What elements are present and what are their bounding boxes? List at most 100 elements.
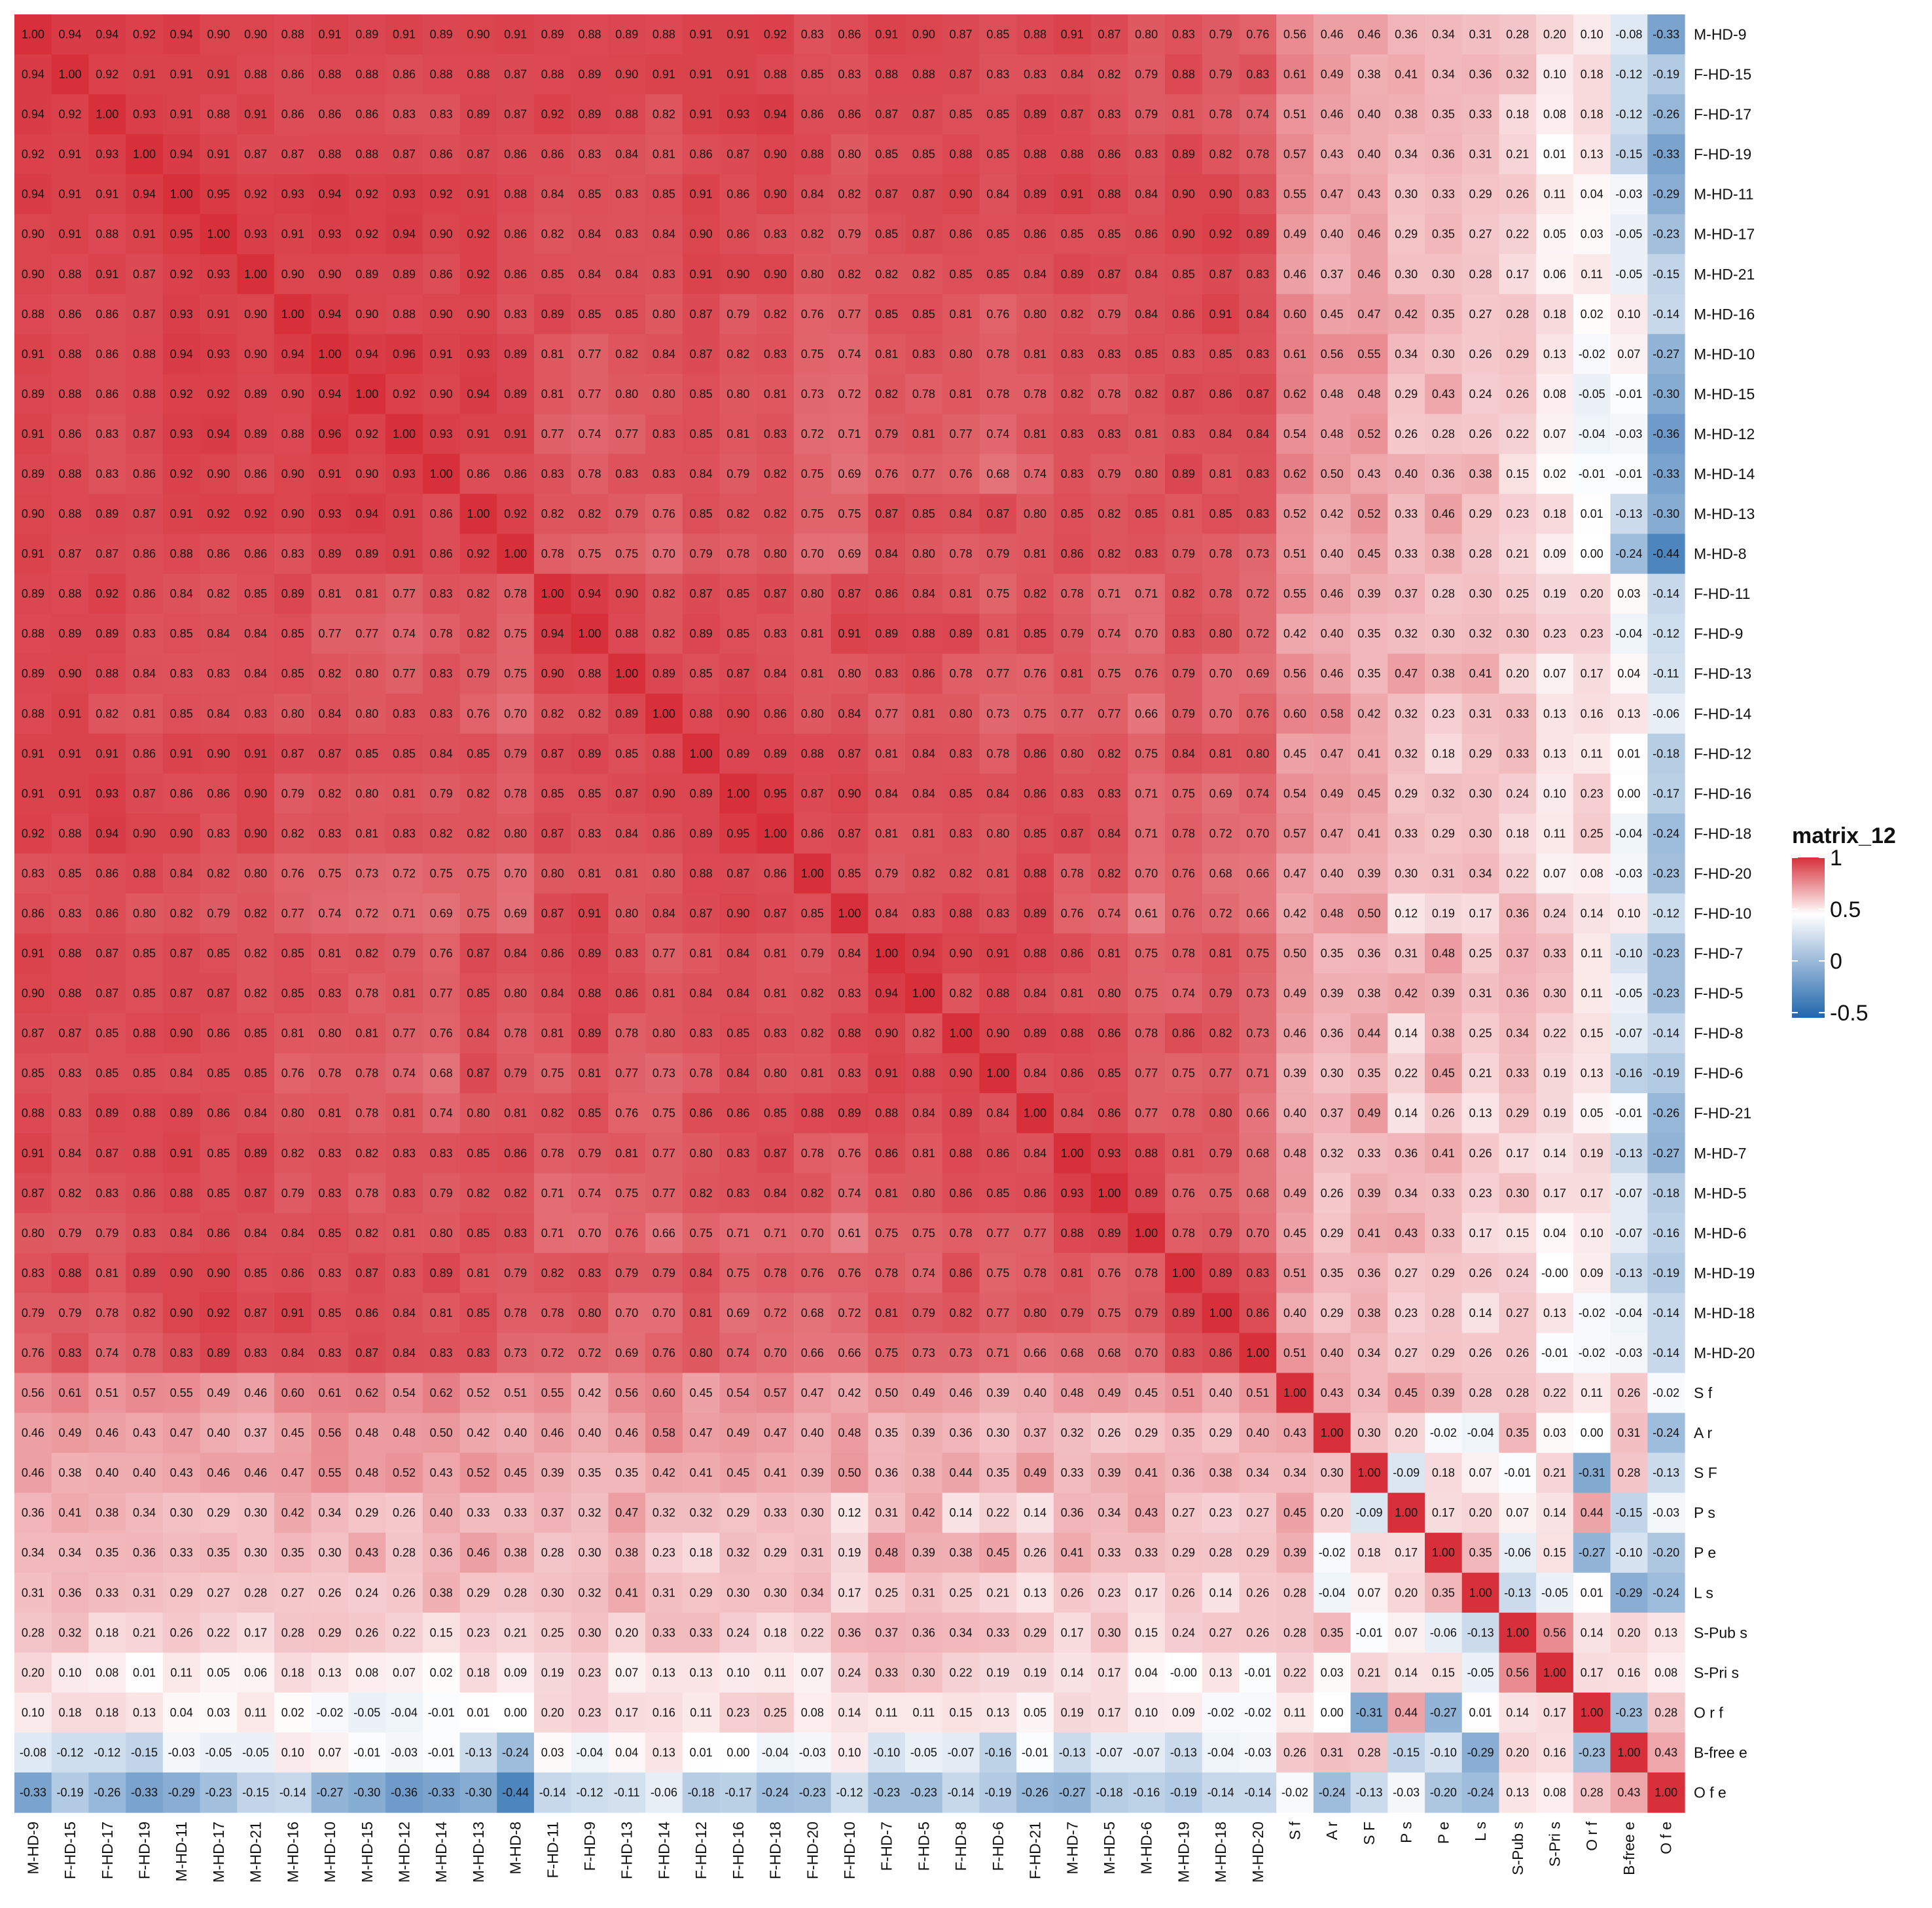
cell-value-label: -0.02 bbox=[317, 1706, 344, 1719]
cell-value-label: 0.35 bbox=[1506, 1426, 1529, 1439]
heatmap-cell bbox=[1536, 334, 1574, 374]
cell-value-label: 0.87 bbox=[96, 547, 118, 560]
cell-value-label: -0.05 bbox=[205, 1746, 232, 1759]
heatmap-cell bbox=[274, 254, 312, 295]
cell-value-label: 0.83 bbox=[1098, 348, 1120, 361]
cell-value-label: 0.86 bbox=[355, 1306, 378, 1320]
cell-value-label: 0.78 bbox=[133, 1346, 156, 1359]
cell-value-label: 0.90 bbox=[430, 308, 453, 321]
cell-value-label: 0.84 bbox=[319, 707, 342, 720]
cell-value-label: 0.74 bbox=[726, 1346, 749, 1359]
cell-value-label: 0.30 bbox=[912, 1666, 935, 1679]
cell-value-label: 0.86 bbox=[1098, 148, 1120, 161]
cell-value-label: 0.73 bbox=[950, 1346, 973, 1359]
heatmap-cell bbox=[274, 94, 312, 135]
cell-value-label: 0.75 bbox=[615, 547, 638, 560]
cell-value-label: 0.82 bbox=[1098, 867, 1120, 880]
cell-value-label: 0.76 bbox=[1172, 1187, 1195, 1200]
column-label: F-HD-7 bbox=[878, 1822, 895, 1871]
heatmap-cell bbox=[1202, 294, 1240, 334]
cell-value-label: 0.18 bbox=[1432, 747, 1455, 760]
cell-value-label: 0.83 bbox=[430, 587, 453, 600]
cell-value-label: 0.82 bbox=[578, 707, 601, 720]
heatmap-cell bbox=[162, 334, 201, 374]
cell-value-label: 0.72 bbox=[801, 427, 824, 441]
cell-value-label: 0.11 bbox=[1284, 1706, 1306, 1719]
cell-value-label: 0.42 bbox=[1283, 907, 1306, 920]
cell-value-label: -0.19 bbox=[1653, 1067, 1679, 1080]
cell-value-label: 0.91 bbox=[133, 228, 156, 241]
cell-value-label: 0.41 bbox=[1061, 1546, 1084, 1559]
column-label: M-HD-19 bbox=[1175, 1822, 1192, 1882]
cell-value-label: 0.75 bbox=[467, 867, 490, 880]
heatmap-cell bbox=[533, 134, 572, 175]
cell-value-label: 0.31 bbox=[912, 1586, 935, 1599]
cell-value-label: 0.94 bbox=[22, 108, 45, 121]
cell-value-label: 0.88 bbox=[59, 947, 82, 960]
cell-value-label: -0.27 bbox=[317, 1786, 344, 1799]
cell-value-label: 0.74 bbox=[838, 1187, 861, 1200]
cell-value-label: 0.33 bbox=[1469, 108, 1492, 121]
cell-value-label: 0.79 bbox=[1135, 1306, 1158, 1320]
cell-value-label: 0.84 bbox=[1098, 827, 1120, 840]
cell-value-label: 1.00 bbox=[430, 467, 453, 480]
cell-value-label: 0.90 bbox=[467, 308, 490, 321]
cell-value-label: 0.83 bbox=[764, 427, 787, 441]
cell-value-label: 0.90 bbox=[430, 228, 453, 241]
cell-value-label: 0.82 bbox=[764, 507, 787, 520]
cell-value-label: 0.79 bbox=[875, 427, 898, 441]
cell-value-label: 0.46 bbox=[22, 1426, 45, 1439]
cell-value-label: 0.30 bbox=[541, 1586, 564, 1599]
cell-value-label: 0.69 bbox=[838, 547, 861, 560]
cell-value-label: 0.89 bbox=[1024, 1027, 1046, 1040]
cell-value-label: 0.39 bbox=[1283, 1067, 1306, 1080]
cell-value-label: -0.15 bbox=[1653, 268, 1679, 281]
cell-value-label: 0.86 bbox=[393, 68, 416, 81]
cell-value-label: 0.39 bbox=[1357, 587, 1380, 600]
cell-value-label: 0.90 bbox=[355, 308, 378, 321]
heatmap-cell bbox=[497, 94, 535, 135]
cell-value-label: 0.01 bbox=[1617, 747, 1640, 760]
cell-value-label: 0.41 bbox=[1395, 68, 1418, 81]
cell-value-label: 0.89 bbox=[764, 747, 787, 760]
cell-value-label: 0.81 bbox=[355, 1027, 378, 1040]
cell-value-label: 0.72 bbox=[578, 1346, 601, 1359]
cell-value-label: 0.85 bbox=[690, 427, 713, 441]
cell-value-label: 0.11 bbox=[1544, 827, 1566, 840]
heatmap-cell bbox=[1573, 294, 1611, 334]
cell-value-label: 0.60 bbox=[281, 1386, 304, 1399]
cell-value-label: 0.35 bbox=[1321, 1267, 1344, 1280]
cell-value-label: 1.00 bbox=[22, 28, 45, 41]
cell-value-label: 0.87 bbox=[838, 747, 861, 760]
cell-value-label: 0.35 bbox=[615, 1466, 638, 1479]
cell-value-label: 0.86 bbox=[133, 587, 156, 600]
cell-value-label: 0.27 bbox=[1209, 1626, 1232, 1639]
cell-value-label: -0.23 bbox=[799, 1786, 826, 1799]
cell-value-label: 0.80 bbox=[1098, 987, 1120, 1000]
cell-value-label: 0.88 bbox=[133, 1107, 156, 1120]
cell-value-label: 0.87 bbox=[838, 587, 861, 600]
cell-value-label: 0.23 bbox=[1395, 1306, 1418, 1320]
cell-value-label: 0.74 bbox=[986, 427, 1009, 441]
cell-value-label: 0.30 bbox=[1432, 348, 1455, 361]
cell-value-label: 0.83 bbox=[244, 1346, 267, 1359]
cell-value-label: 0.29 bbox=[1432, 1346, 1455, 1359]
cell-value-label: -0.04 bbox=[391, 1706, 418, 1719]
cell-value-label: 0.83 bbox=[22, 867, 45, 880]
cell-value-label: 0.83 bbox=[578, 1267, 601, 1280]
column-label: M-HD-8 bbox=[507, 1822, 524, 1875]
cell-value-label: 0.84 bbox=[986, 188, 1009, 201]
cell-value-label: 0.43 bbox=[1357, 188, 1380, 201]
cell-value-label: 0.47 bbox=[1395, 667, 1418, 680]
cell-value-label: 0.83 bbox=[393, 108, 416, 121]
heatmap-cell bbox=[979, 174, 1017, 215]
cell-value-label: 0.76 bbox=[1246, 28, 1269, 41]
cell-value-label: 0.81 bbox=[875, 827, 898, 840]
cell-value-label: 0.10 bbox=[838, 1746, 861, 1759]
cell-value-label: 0.84 bbox=[207, 627, 230, 640]
cell-value-label: 0.71 bbox=[1098, 587, 1120, 600]
cell-value-label: 0.56 bbox=[1283, 28, 1306, 41]
heatmap-cell bbox=[14, 214, 52, 255]
cell-value-label: 0.83 bbox=[653, 268, 675, 281]
cell-value-label: 0.38 bbox=[912, 1466, 935, 1479]
